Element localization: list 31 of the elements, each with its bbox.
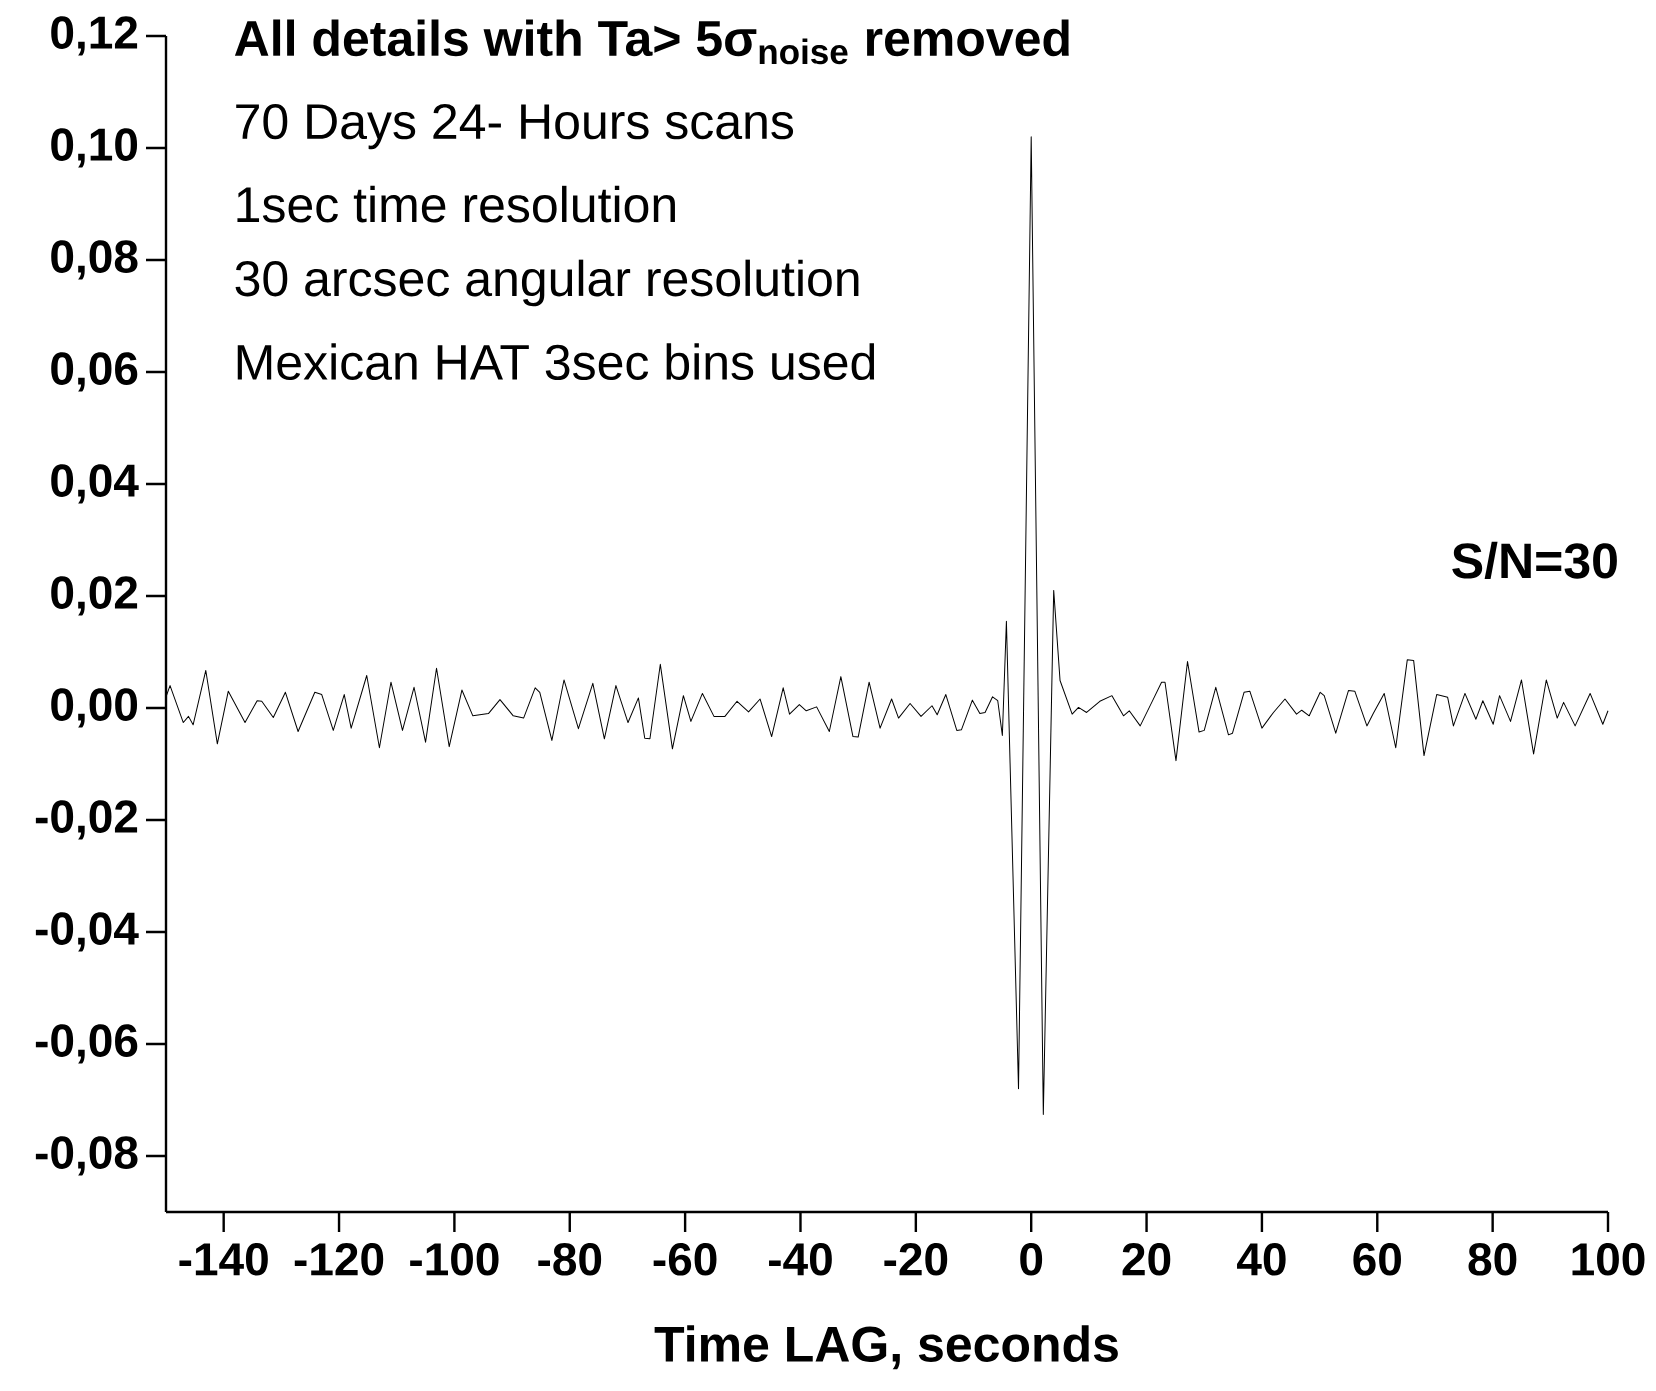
annotation: 70 Days 24- Hours scans (236, 103, 794, 150)
x-tick-label: 20 (1122, 1243, 1171, 1276)
x-tick-label: -120 (294, 1243, 384, 1276)
annotation: Mexican HAT 3sec bins used (237, 343, 875, 381)
y-tick-label: -0,06 (35, 1024, 138, 1064)
x-axis-title: Time LAG, seconds (654, 1325, 1118, 1370)
x-tick-label: -40 (769, 1243, 832, 1276)
annotation: S/N=30 (1452, 541, 1617, 580)
chart-title: All details with Ta> 5σ$_{noise}$ removed (234, 19, 1069, 65)
x-tick-label: -140 (179, 1243, 268, 1276)
x-tick-label: 80 (1468, 1243, 1517, 1276)
y-tick-label: -0,04 (35, 912, 139, 952)
x-tick-label: -80 (538, 1243, 602, 1276)
x-tick-label: 60 (1353, 1243, 1401, 1276)
y-tick-label: 0,10 (51, 128, 138, 168)
x-tick-label: -20 (884, 1243, 948, 1276)
x-tick-label: 40 (1237, 1243, 1286, 1276)
y-tick-label: -0,08 (35, 1136, 138, 1176)
y-tick-label: 0,06 (51, 352, 138, 392)
y-tick-label: 0,08 (51, 240, 138, 280)
annotation: 1sec time resolution (237, 185, 675, 223)
y-tick-label: 0,00 (51, 688, 138, 728)
annotation: 30 arcsec angular resolution (235, 259, 859, 307)
y-tick-label: -0,02 (35, 800, 138, 840)
x-tick-label: -60 (653, 1243, 717, 1276)
y-tick-label: 0,02 (51, 576, 138, 616)
x-tick-label: 100 (1572, 1243, 1645, 1276)
y-tick-label: 0,12 (51, 16, 138, 56)
x-tick-label: -100 (410, 1243, 499, 1276)
x-tick-label: 0 (1020, 1243, 1043, 1276)
y-tick-label: 0,04 (51, 464, 139, 504)
